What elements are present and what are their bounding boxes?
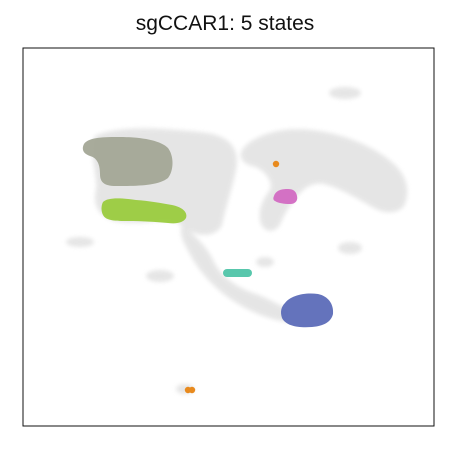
state-5-cluster <box>281 293 334 328</box>
chart-title: sgCCAR1: 5 states <box>135 12 315 35</box>
background-cluster-mid-right <box>338 242 362 254</box>
state-3-cluster <box>273 189 298 204</box>
state-2-cluster <box>101 198 187 224</box>
background-cluster-center <box>180 225 290 322</box>
state-1-cluster <box>82 137 173 186</box>
background-cluster-lower-left <box>146 270 174 282</box>
background-cluster-left-strand <box>66 237 94 247</box>
state-point-top <box>272 160 280 168</box>
state-point-bottom-b <box>188 386 196 394</box>
background-cluster-top-right <box>329 87 361 99</box>
state-4-cluster <box>223 269 252 277</box>
plot-frame <box>22 47 435 427</box>
background-cluster-right <box>240 129 408 231</box>
background-cluster-center-small <box>256 257 274 267</box>
